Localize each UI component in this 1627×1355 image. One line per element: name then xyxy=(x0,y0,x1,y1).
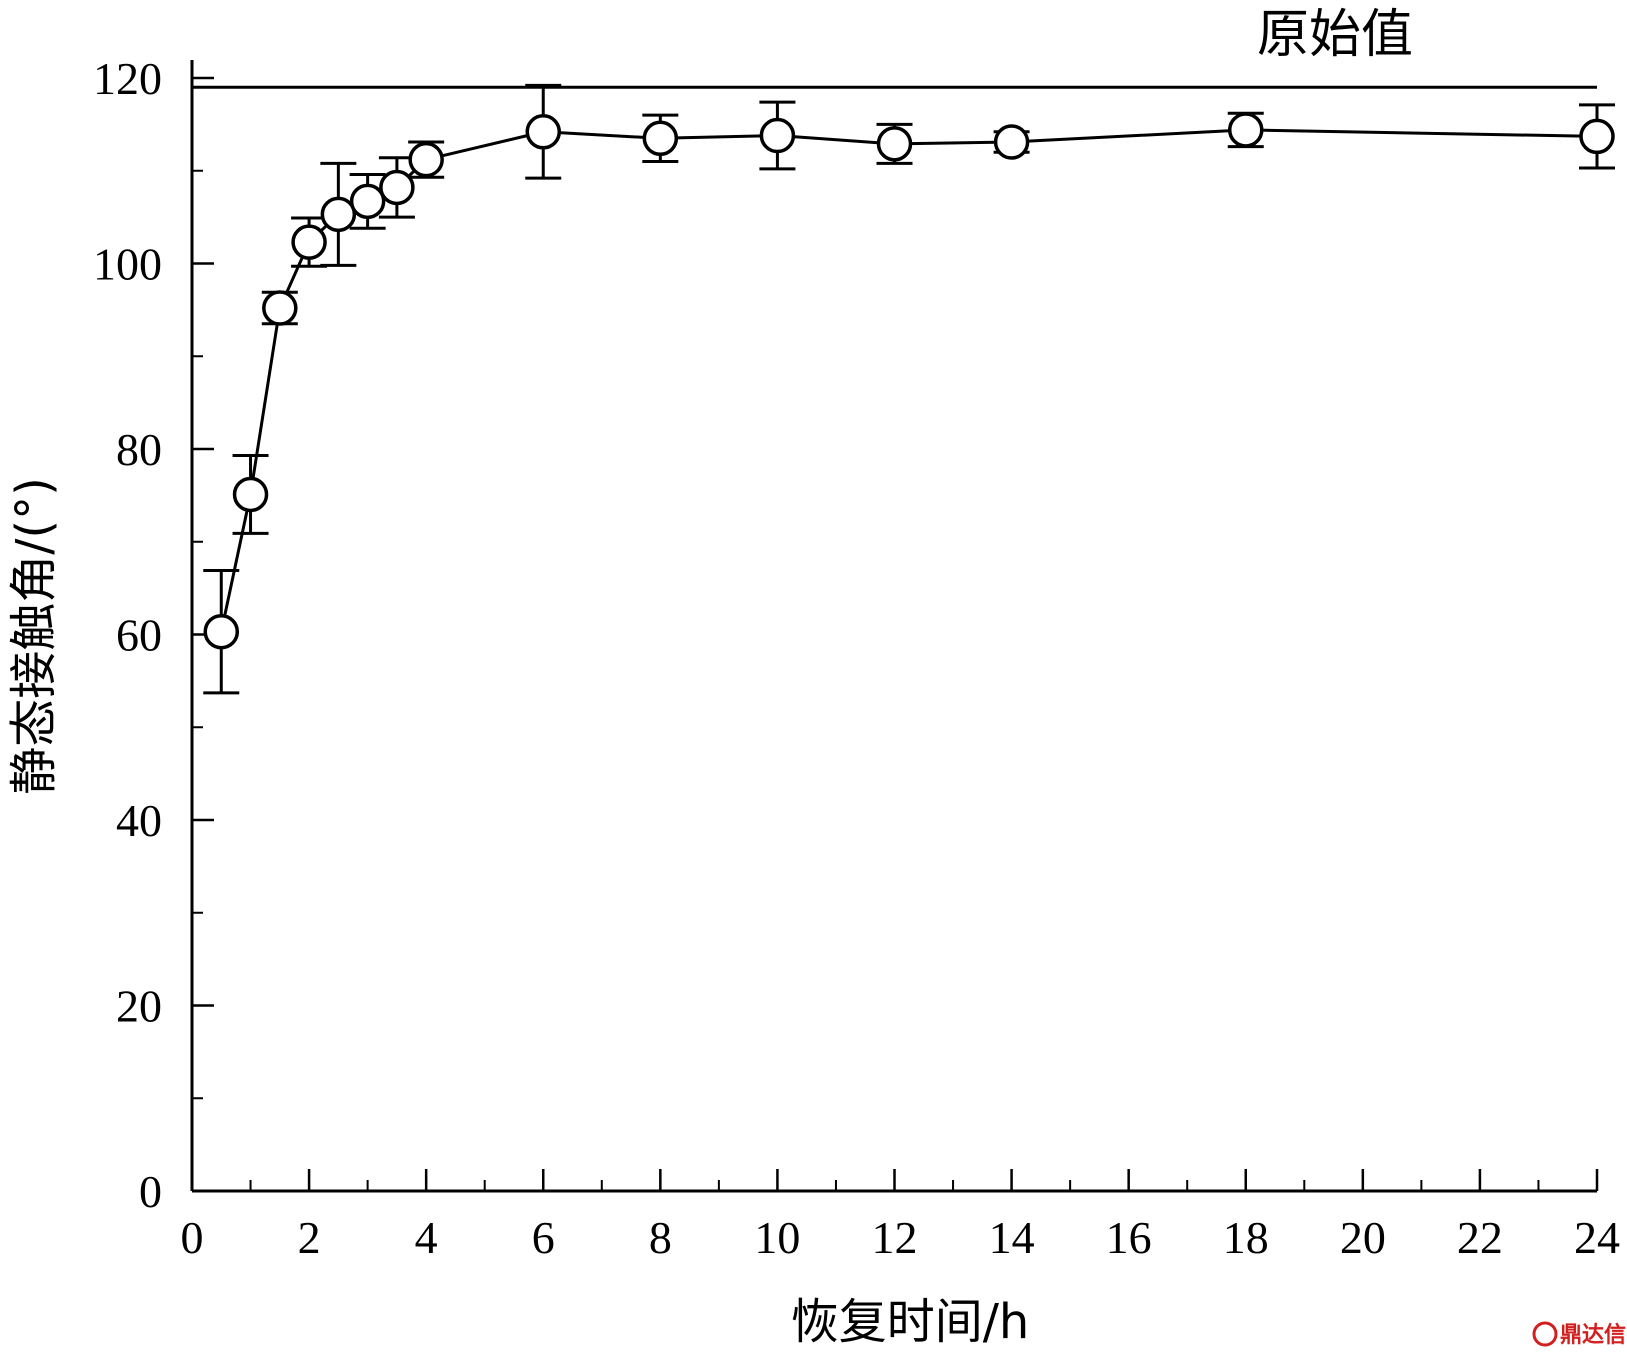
x-tick-label: 12 xyxy=(872,1212,918,1263)
major-ticks xyxy=(190,76,1599,1193)
data-points xyxy=(203,112,1615,650)
data-point xyxy=(1228,112,1264,148)
data-point xyxy=(291,224,327,260)
y-tick-label: 100 xyxy=(93,239,162,290)
x-tick-label: 16 xyxy=(1106,1212,1152,1263)
watermark-logo xyxy=(1532,1321,1558,1347)
error-bars xyxy=(203,83,1615,695)
data-point xyxy=(232,476,269,513)
x-axis-title: 恢复时间/h xyxy=(791,1294,1030,1350)
x-tick-label: 4 xyxy=(415,1212,438,1263)
data-point xyxy=(1579,118,1615,155)
data-point xyxy=(349,183,386,220)
x-tick-label: 8 xyxy=(649,1212,672,1263)
y-axis-title: 静态接触角/(°) xyxy=(6,477,62,795)
y-tick-labels: 0 20 40 60 80 100 120 xyxy=(93,53,162,1217)
data-point xyxy=(379,169,415,206)
x-tick-label: 24 xyxy=(1574,1212,1620,1263)
data-point xyxy=(876,126,913,162)
data-point xyxy=(642,120,679,157)
y-tick-label: 0 xyxy=(139,1166,162,1217)
y-tick-label: 40 xyxy=(116,795,162,846)
watermark: 鼎达信 xyxy=(1532,1321,1626,1348)
x-tick-label: 18 xyxy=(1223,1212,1269,1263)
data-point xyxy=(525,114,561,150)
y-tick-label: 20 xyxy=(116,981,162,1032)
data-point xyxy=(262,290,298,326)
x-tick-label: 22 xyxy=(1457,1212,1503,1263)
data-point xyxy=(320,196,357,233)
x-tick-labels: 0 2 4 6 8 10 12 14 16 18 20 22 24 xyxy=(181,1212,1621,1263)
data-point xyxy=(993,124,1030,160)
y-tick-label: 120 xyxy=(93,53,162,104)
data-point xyxy=(408,141,444,178)
data-point xyxy=(203,613,240,650)
y-tick-label: 60 xyxy=(116,610,162,661)
minor-ticks xyxy=(192,169,1540,1191)
x-tick-label: 6 xyxy=(532,1212,555,1263)
y-tick-label: 80 xyxy=(116,424,162,475)
data-point xyxy=(759,117,796,154)
x-tick-label: 14 xyxy=(989,1212,1035,1263)
x-tick-label: 2 xyxy=(298,1212,321,1263)
series-polyline xyxy=(219,128,1598,633)
x-tick-label: 10 xyxy=(754,1212,800,1263)
watermark-text: 鼎达信 xyxy=(1560,1322,1626,1348)
series-line xyxy=(219,128,1598,633)
x-tick-label: 0 xyxy=(181,1212,204,1263)
reference-line-label: 原始值 xyxy=(1257,5,1413,65)
x-tick-label: 20 xyxy=(1340,1212,1386,1263)
